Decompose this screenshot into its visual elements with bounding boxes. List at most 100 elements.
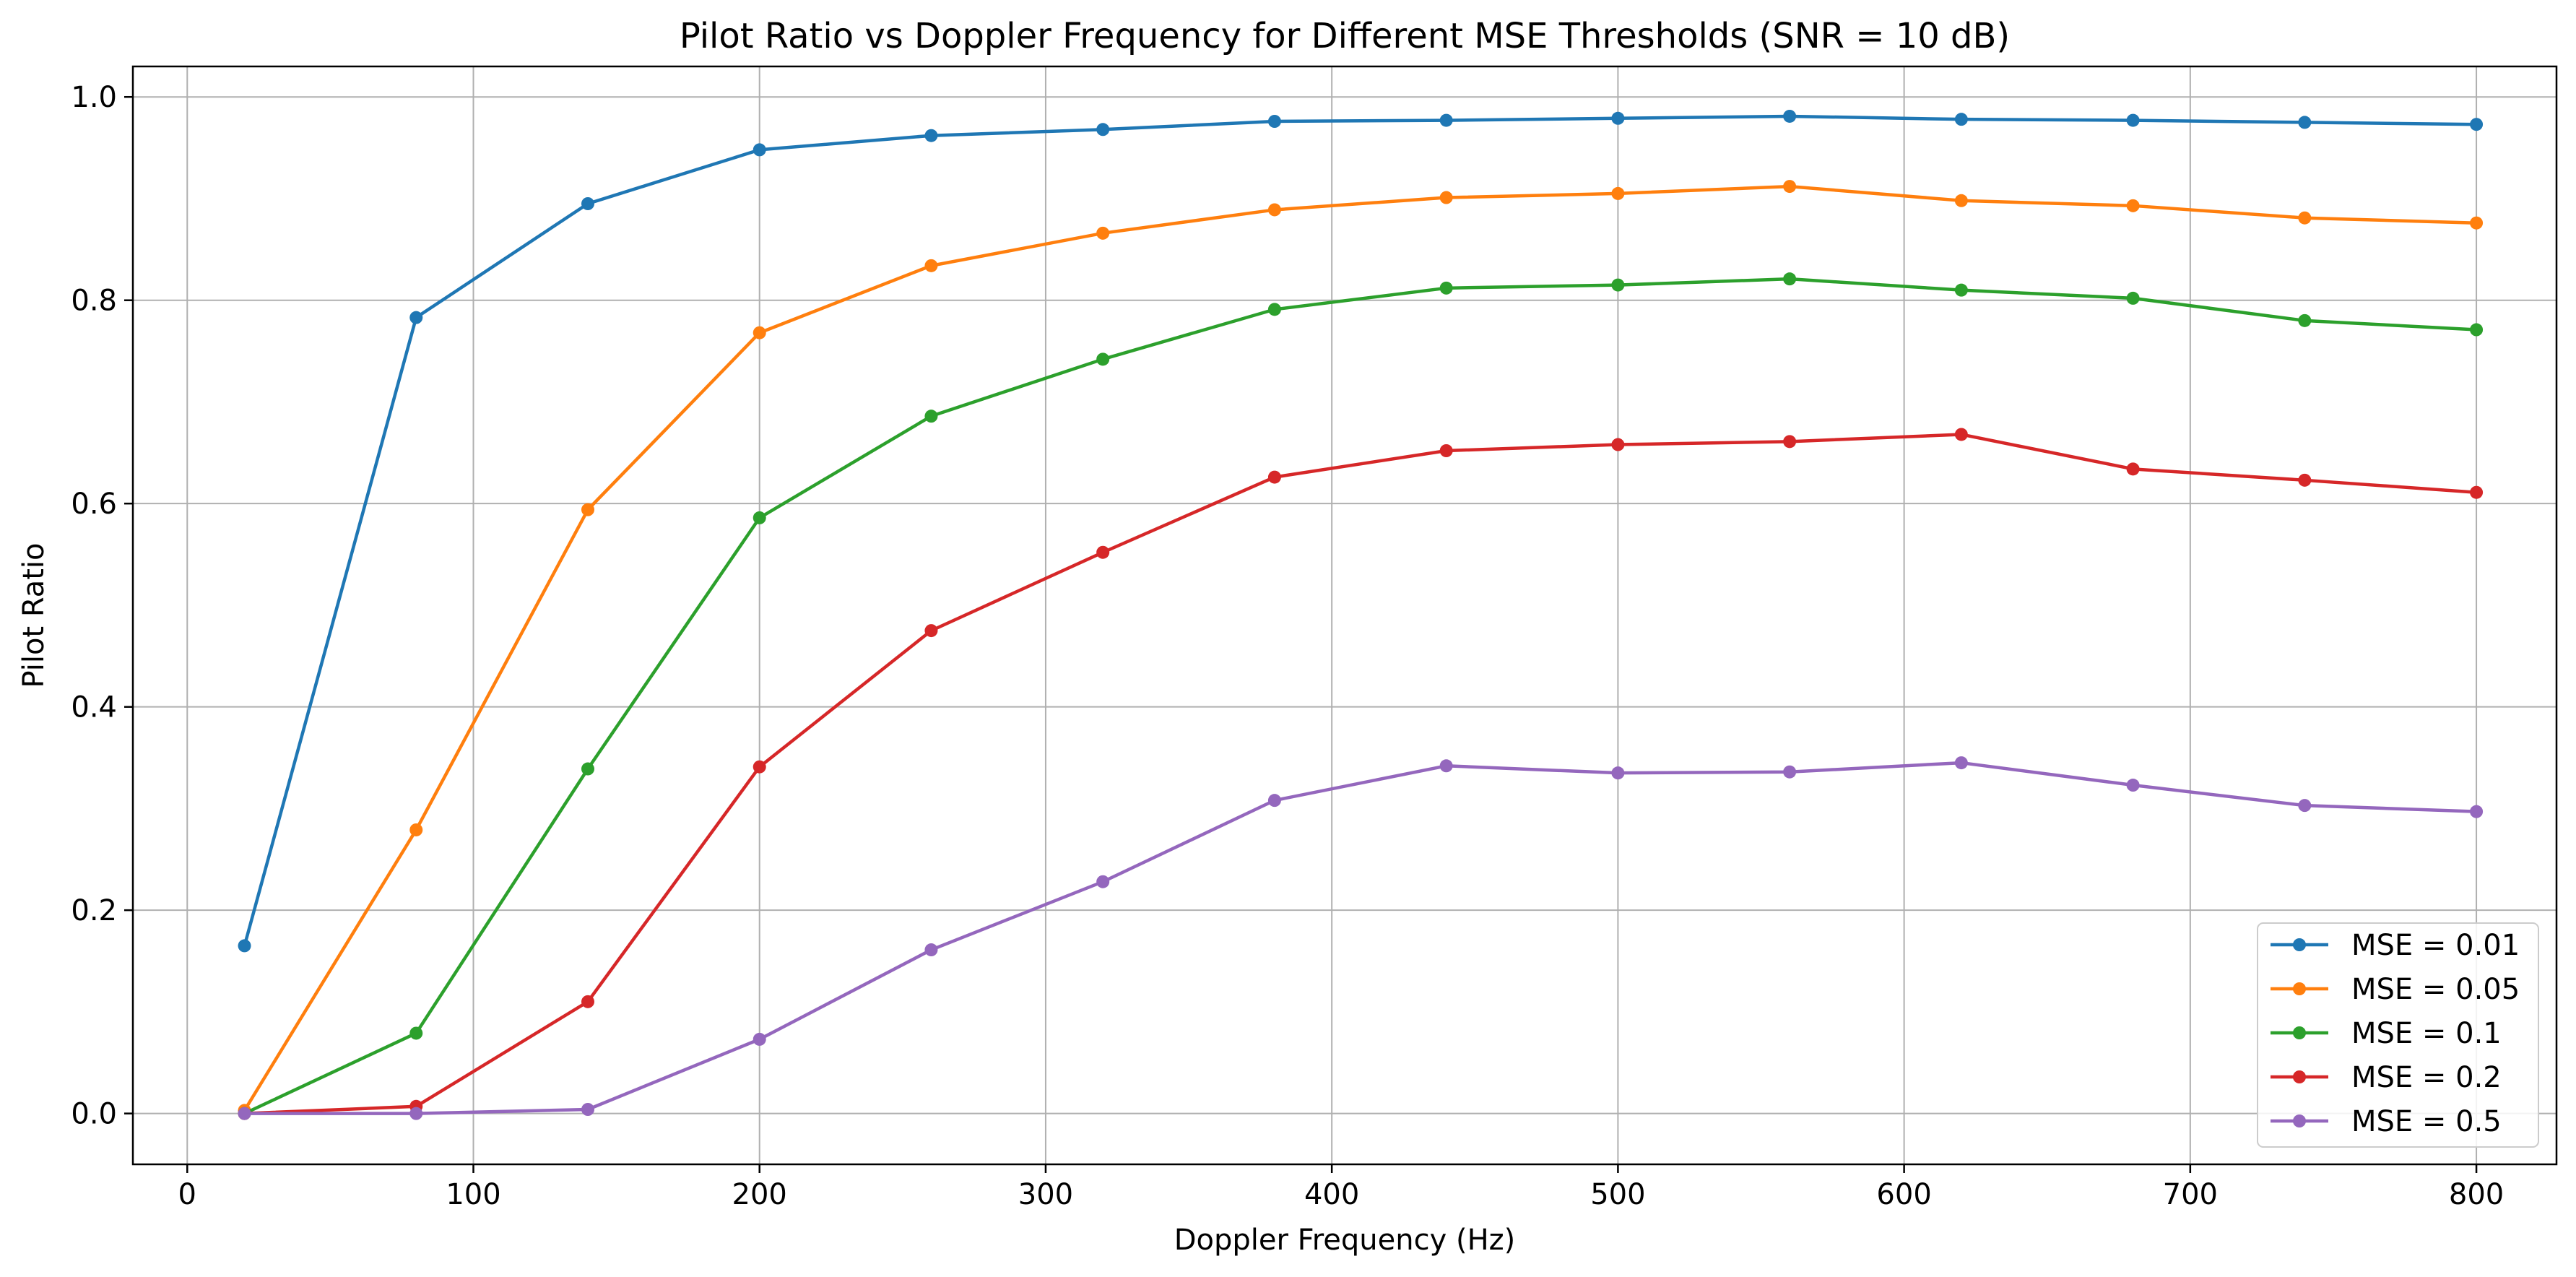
data-point	[409, 1107, 423, 1120]
data-point	[2126, 462, 2140, 476]
series-0	[238, 109, 2484, 953]
data-point	[2298, 473, 2312, 487]
data-point	[238, 1107, 251, 1120]
series-line-4	[244, 761, 2477, 1115]
data-point	[2298, 313, 2312, 327]
data-point	[1267, 794, 1281, 808]
data-point	[581, 1103, 594, 1116]
data-point	[1611, 186, 1625, 200]
data-point	[2470, 118, 2484, 131]
x-tick-label: 600	[1876, 1178, 1931, 1211]
data-point	[1267, 303, 1281, 316]
x-tick-label: 800	[2449, 1178, 2504, 1211]
data-point	[1783, 435, 1797, 449]
legend-marker	[2293, 982, 2306, 995]
data-point	[924, 943, 938, 957]
ticks: 0 100 200 300 400 500 600 700 800 0.0 0.2 0.4 0.6 0.8…	[71, 81, 2504, 1211]
y-tick-label: 0.4	[71, 691, 117, 724]
data-point	[1611, 278, 1625, 292]
data-point	[2126, 779, 2140, 792]
x-tick-label: 700	[2163, 1178, 2218, 1211]
data-point	[924, 259, 938, 272]
x-tick-label: 300	[1018, 1178, 1073, 1211]
data-point	[1267, 470, 1281, 484]
data-point	[2470, 323, 2484, 337]
y-tick-label: 0.6	[71, 488, 117, 521]
data-point	[1611, 111, 1625, 125]
data-point	[1096, 226, 1110, 240]
data-point	[753, 760, 766, 774]
data-point	[1783, 180, 1797, 194]
data-point	[581, 197, 594, 210]
series-2	[238, 272, 2484, 1120]
data-point	[1096, 352, 1110, 366]
x-tick-label: 400	[1304, 1178, 1359, 1211]
data-point	[1954, 283, 1968, 297]
y-axis-label: Pilot Ratio	[17, 542, 51, 688]
x-tick-label: 100	[446, 1178, 500, 1211]
data-point	[1267, 115, 1281, 128]
legend-marker	[2293, 938, 2306, 951]
legend-label: MSE = 0.05	[2351, 973, 2520, 1006]
legend-box	[2257, 922, 2539, 1148]
data-point	[1783, 272, 1797, 286]
legend-label: MSE = 0.2	[2351, 1061, 2502, 1094]
data-point	[1096, 123, 1110, 137]
data-point	[1439, 281, 1453, 295]
data-point	[1439, 444, 1453, 457]
data-point	[1611, 766, 1625, 780]
data-point	[409, 311, 423, 324]
data-point	[1954, 194, 1968, 207]
data-point	[581, 762, 594, 776]
data-point	[1954, 113, 1968, 126]
data-point	[2298, 799, 2312, 813]
x-tick-label: 0	[178, 1178, 196, 1211]
data-point	[2126, 199, 2140, 212]
data-point	[2126, 291, 2140, 305]
legend-label: MSE = 0.5	[2351, 1105, 2502, 1138]
data-point	[924, 410, 938, 423]
data-point	[753, 143, 766, 157]
legend-marker	[2293, 1026, 2306, 1039]
data-point	[1096, 545, 1110, 559]
y-tick-label: 0.2	[71, 894, 117, 927]
data-point	[409, 1026, 423, 1040]
data-point	[409, 823, 423, 836]
data-point	[581, 995, 594, 1008]
y-tick-label: 0.0	[71, 1098, 117, 1131]
series-1	[238, 180, 2484, 1117]
data-point	[2470, 216, 2484, 230]
y-tick-label: 1.0	[71, 81, 117, 114]
data-point	[753, 326, 766, 339]
data-point	[1611, 438, 1625, 451]
series-layer	[238, 109, 2484, 1120]
grid	[133, 66, 2557, 1164]
plot-frame	[131, 65, 2558, 1166]
data-point	[238, 939, 251, 953]
data-point	[2298, 211, 2312, 225]
legend-label: MSE = 0.1	[2351, 1017, 2502, 1050]
data-point	[1954, 756, 1968, 770]
data-point	[1439, 113, 1453, 127]
series-line-2	[243, 277, 2477, 1115]
x-tick-label: 200	[732, 1178, 787, 1211]
data-point	[753, 511, 766, 524]
series-line-0	[243, 114, 2477, 947]
data-point	[2470, 485, 2484, 499]
legend-marker	[2293, 1114, 2306, 1127]
data-point	[1439, 759, 1453, 773]
data-point	[2470, 805, 2484, 818]
series-line-1	[243, 184, 2477, 1112]
data-point	[1954, 428, 1968, 441]
legend: MSE = 0.01 MSE = 0.05 MSE = 0.1 MSE = 0.2 MS…	[2257, 922, 2539, 1148]
data-point	[924, 129, 938, 142]
x-tick-label: 500	[1590, 1178, 1645, 1211]
data-point	[1267, 203, 1281, 217]
legend-marker	[2293, 1070, 2306, 1083]
legend-label: MSE = 0.01	[2351, 929, 2520, 962]
series-line-3	[244, 433, 2477, 1115]
y-tick-label: 0.8	[71, 285, 117, 318]
series-4	[238, 756, 2484, 1120]
data-point	[1096, 875, 1110, 888]
